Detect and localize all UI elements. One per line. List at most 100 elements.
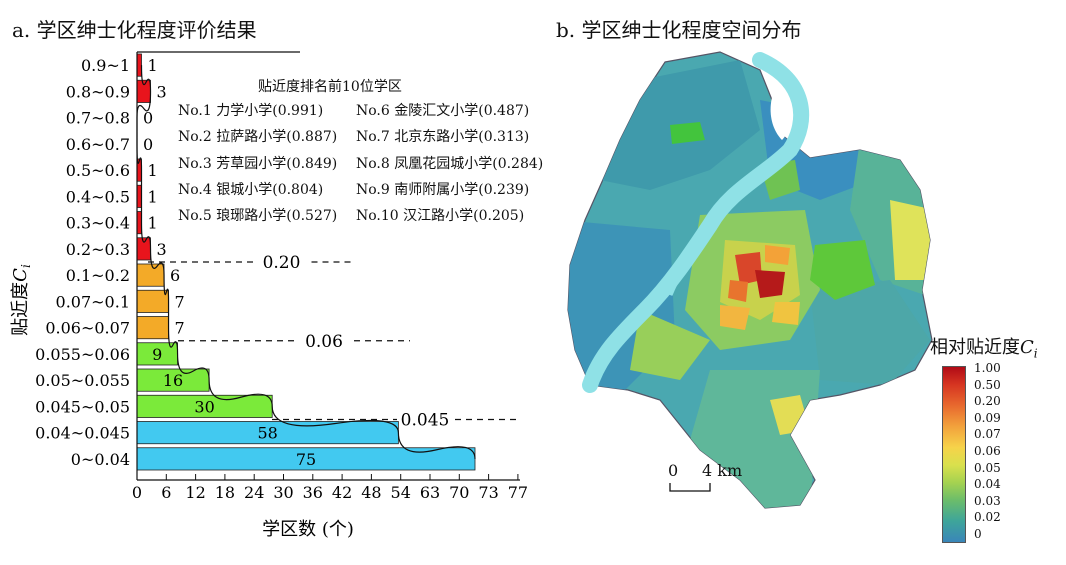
value-label-11: 9 bbox=[152, 345, 162, 364]
top10-item-10: No.10 汉江路小学(0.205) bbox=[356, 208, 525, 225]
river-branch bbox=[667, 218, 718, 296]
scale-right-label: 4 km bbox=[702, 461, 743, 480]
category-label-7: 0.2~0.3 bbox=[66, 240, 130, 259]
legend-title: 相对贴近度Ci bbox=[930, 333, 1038, 361]
legend-tick-9: 0.02 bbox=[974, 510, 1001, 525]
legend-tick-5: 0.06 bbox=[974, 444, 1001, 458]
map-legend: 相对贴近度Ci 1.00 0.50 0.20 0.09 0.07 0.06 0.05 0.04… bbox=[930, 333, 1066, 548]
value-label-5: 1 bbox=[148, 187, 158, 206]
bar-7 bbox=[136, 237, 151, 261]
x-tick-label-11: 70 bbox=[449, 483, 469, 502]
category-labels-group: 0.9~1 0.8~0.9 0.7~0.8 0.6~0.7 0.5~0.6 0.4~0.5… bbox=[35, 56, 130, 469]
y-axis-label-text: 贴近度 bbox=[10, 282, 31, 336]
threshold-label-2: 0.045 bbox=[401, 411, 450, 431]
x-ticks-group: 0 6 12 18 24 30 36 42 48 54 63 70 73 77 bbox=[132, 474, 528, 502]
value-label-6: 1 bbox=[148, 214, 158, 233]
legend-tick-6: 0.05 bbox=[974, 460, 1001, 475]
top10-item-5: No.5 琅琊路小学(0.527) bbox=[178, 208, 338, 225]
bar-1 bbox=[136, 79, 151, 103]
x-tick-label-1: 6 bbox=[161, 483, 171, 502]
category-label-10: 0.06~0.07 bbox=[45, 319, 130, 338]
value-label-9: 7 bbox=[175, 292, 185, 311]
category-label-12: 0.05~0.055 bbox=[35, 371, 130, 390]
x-tick-label-9: 54 bbox=[391, 483, 411, 502]
bar-6 bbox=[136, 211, 142, 235]
x-tick-label-6: 36 bbox=[303, 483, 323, 502]
x-tick-label-3: 18 bbox=[215, 483, 235, 502]
top10-item-8: No.8 凤凰花园城小学(0.284) bbox=[356, 155, 544, 172]
x-tick-label-5: 30 bbox=[273, 483, 293, 502]
category-label-1: 0.8~0.9 bbox=[66, 82, 130, 101]
category-label-6: 0.3~0.4 bbox=[66, 214, 130, 233]
legend-tick-2: 0.20 bbox=[974, 394, 1001, 409]
panel-b-title: b. 学区绅士化程度空间分布 bbox=[556, 18, 802, 42]
x-tick-label-4: 24 bbox=[244, 483, 264, 502]
bar-10 bbox=[136, 316, 169, 340]
x-tick-label-12: 73 bbox=[478, 483, 498, 502]
bar-0 bbox=[136, 53, 142, 77]
legend-tick-4: 0.07 bbox=[974, 427, 1001, 442]
legend-title-text: 相对贴近度 bbox=[930, 337, 1020, 358]
scale-line bbox=[669, 483, 711, 492]
value-label-7: 3 bbox=[157, 240, 167, 259]
value-label-1: 3 bbox=[157, 82, 167, 101]
legend-tick-8: 0.03 bbox=[974, 493, 1001, 508]
district-river-plain bbox=[630, 310, 710, 380]
value-label-8: 6 bbox=[170, 266, 180, 285]
value-label-13: 30 bbox=[194, 397, 214, 416]
legend-tick-1: 0.50 bbox=[974, 377, 1001, 392]
district-orange-3 bbox=[772, 302, 800, 325]
y-axis-label-var: C bbox=[10, 268, 31, 282]
legend-tick-7: 0.04 bbox=[974, 477, 1001, 492]
value-label-10: 7 bbox=[175, 319, 185, 338]
legend-title-sub: i bbox=[1033, 346, 1038, 361]
top10-item-1: No.1 力学小学(0.991) bbox=[178, 103, 324, 119]
thresholds-group: 0.20 0.06 0.045 bbox=[148, 253, 518, 431]
district-east bbox=[890, 200, 932, 280]
district-orange-2 bbox=[720, 305, 750, 330]
x-tick-label-0: 0 bbox=[132, 483, 142, 502]
category-label-4: 0.5~0.6 bbox=[66, 161, 130, 180]
panel-a-title: a. 学区绅士化程度评价结果 bbox=[12, 18, 257, 42]
value-label-3: 0 bbox=[143, 135, 153, 154]
value-label-15: 75 bbox=[296, 450, 316, 469]
category-label-2: 0.7~0.8 bbox=[66, 109, 130, 128]
y-axis-label-sub: i bbox=[19, 264, 33, 268]
legend-tick-0: 1.00 bbox=[974, 361, 1001, 375]
top10-item-7: No.7 北京东路小学(0.313) bbox=[356, 129, 530, 146]
bar-9 bbox=[136, 289, 169, 313]
top10-item-2: No.2 拉萨路小学(0.887) bbox=[178, 129, 338, 146]
category-label-14: 0.04~0.045 bbox=[35, 424, 130, 443]
x-tick-label-7: 42 bbox=[332, 483, 352, 502]
category-label-8: 0.1~0.2 bbox=[66, 266, 130, 285]
category-label-0: 0.9~1 bbox=[81, 56, 130, 75]
top10-item-4: No.4 银城小学(0.804) bbox=[178, 181, 324, 198]
value-label-4: 1 bbox=[148, 161, 158, 180]
legend-tick-3: 0.09 bbox=[974, 410, 1001, 425]
category-label-5: 0.4~0.5 bbox=[66, 187, 130, 206]
district-north-green bbox=[670, 122, 705, 144]
district-hotspot-2 bbox=[755, 270, 785, 298]
bar-5 bbox=[136, 184, 142, 208]
value-label-12: 16 bbox=[163, 371, 183, 390]
threshold-label-0: 0.20 bbox=[263, 253, 301, 273]
legend-color-bar bbox=[942, 366, 966, 543]
category-label-3: 0.6~0.7 bbox=[66, 135, 130, 154]
y-axis-label: 贴近度Ci bbox=[10, 264, 33, 336]
district-hotspot-1 bbox=[735, 252, 762, 285]
category-label-11: 0.055~0.06 bbox=[35, 345, 130, 364]
threshold-label-1: 0.06 bbox=[305, 332, 343, 352]
legend-title-var: C bbox=[1020, 337, 1034, 358]
x-tick-label-10: 63 bbox=[420, 483, 440, 502]
legend-tick-10: 0 bbox=[974, 527, 982, 541]
category-label-15: 0~0.04 bbox=[71, 450, 130, 469]
bar-8 bbox=[136, 263, 165, 287]
scale-bar: 0 4 km bbox=[668, 461, 772, 501]
river-island bbox=[770, 88, 791, 140]
x-tick-label-13: 77 bbox=[508, 483, 528, 502]
bar-chart: 0.9~1 0.8~0.9 0.7~0.8 0.6~0.7 0.5~0.6 0.4~0.5… bbox=[10, 51, 528, 540]
choropleth-map bbox=[567, 51, 933, 509]
top10-item-9: No.9 南师附属小学(0.239) bbox=[356, 181, 530, 198]
value-label-14: 58 bbox=[258, 424, 278, 443]
